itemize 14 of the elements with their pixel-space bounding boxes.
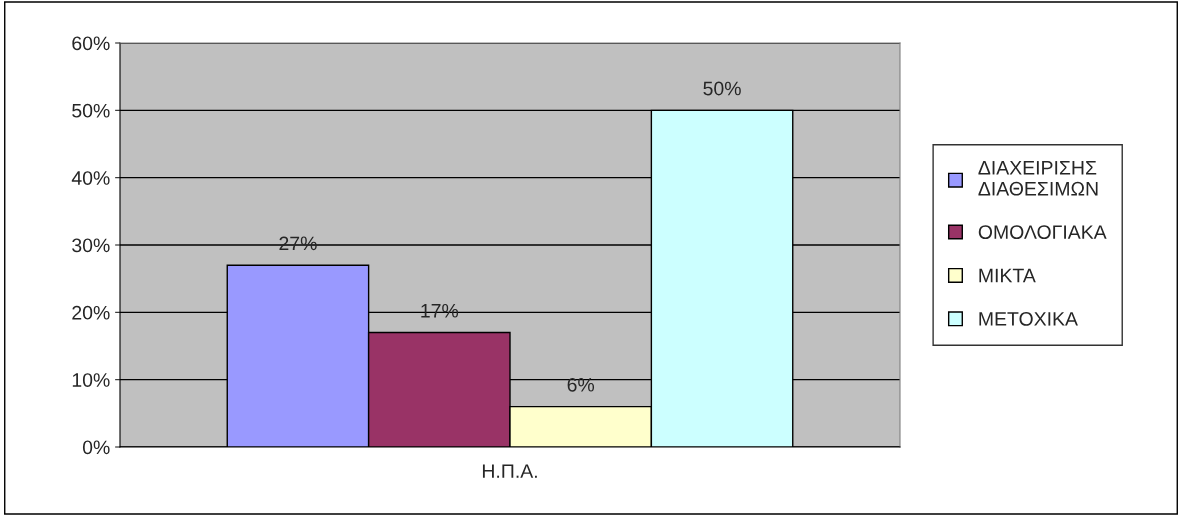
data-label: 6% [567, 377, 595, 392]
y-tick-label: 50% [72, 103, 110, 118]
y-tick-label: 0% [82, 440, 110, 455]
legend-label: ΜΙΚΤΑ [979, 268, 1036, 283]
y-tick-label: 20% [72, 305, 110, 320]
x-tick-label: Η.Π.Α. [482, 464, 537, 478]
y-tick-label: 30% [72, 238, 110, 253]
legend-label: ΔΙΑΧΕΙΡΙΣΗΣ ΔΙΑΘΕΣΙΜΩΝ [978, 161, 1098, 196]
y-tick-label: 60% [72, 36, 110, 51]
y-tick-label: 10% [72, 373, 110, 387]
data-label: 50% [703, 81, 741, 96]
legend-label: ΟΜΟΛΟΓΙΑΚΑ [978, 225, 1107, 239]
legend-label: ΜΕΤΟΧΙΚΑ [979, 312, 1078, 326]
y-tick-label: 40% [71, 171, 110, 185]
